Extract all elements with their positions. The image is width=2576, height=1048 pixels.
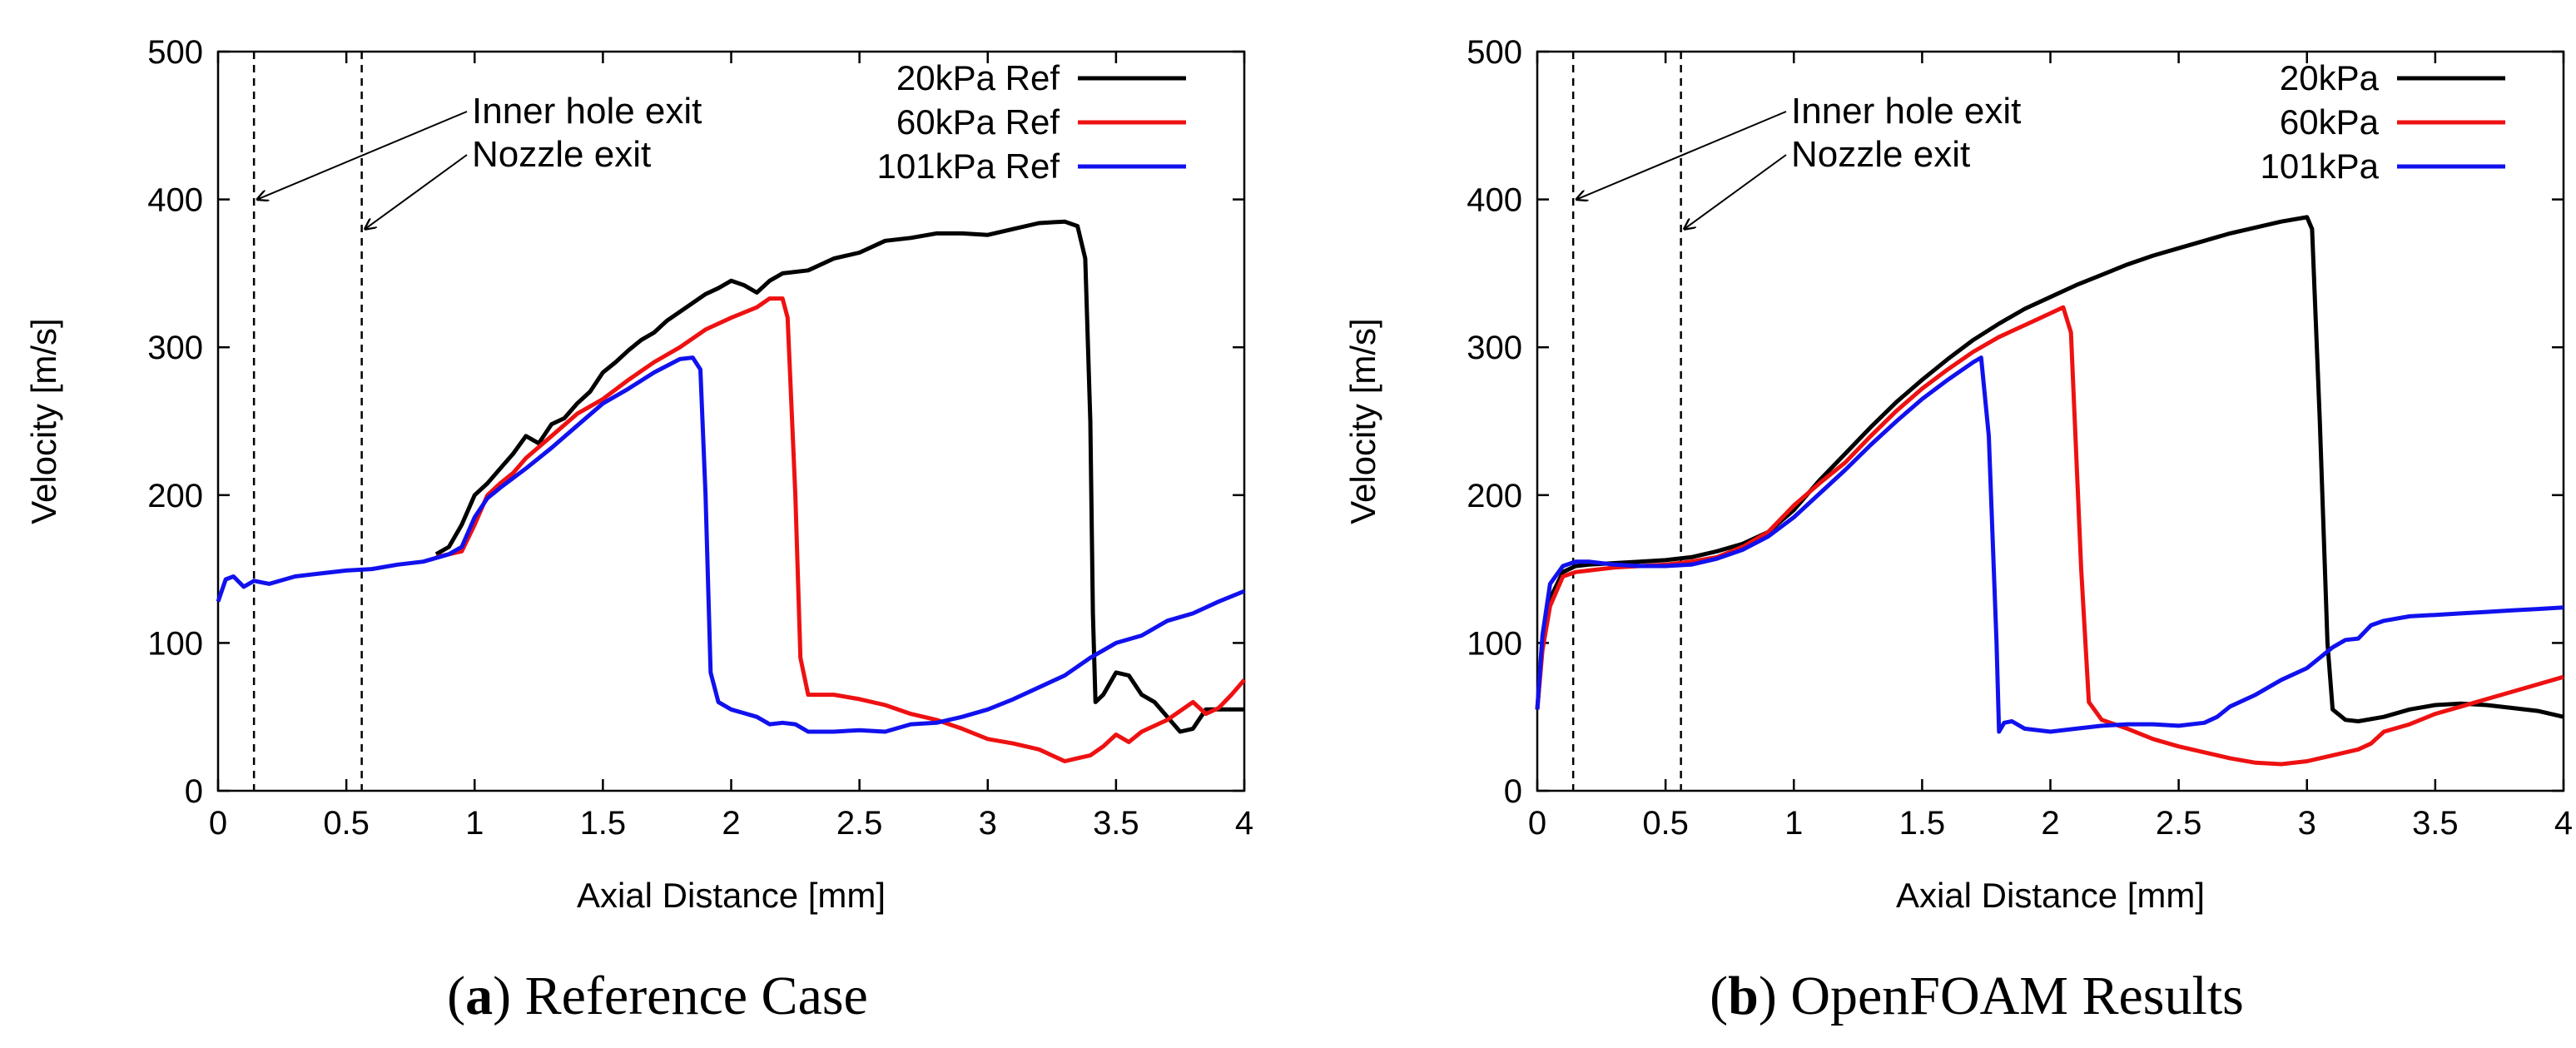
legend-label: 60kPa Ref — [896, 102, 1060, 142]
x-tick-label: 3.5 — [1093, 805, 1139, 842]
caption-letter: b — [1728, 966, 1759, 1026]
y-tick-label: 0 — [1504, 773, 1522, 810]
x-tick-label: 4 — [2554, 805, 2573, 842]
caption-paren-open: ( — [1710, 966, 1728, 1026]
x-axis-title: Axial Distance [mm] — [1896, 876, 2205, 915]
caption-text: ) OpenFOAM Results — [1759, 966, 2244, 1026]
y-tick-label: 300 — [1467, 330, 1522, 366]
x-tick-label: 3.5 — [2412, 805, 2459, 842]
series-line-3 — [216, 355, 1245, 734]
y-tick-label: 400 — [147, 182, 203, 219]
panel-b: 0 100 200 300 400 500 0 0.5 1 1.5 2 2.5 3 3.5 4 Axial D… — [1343, 34, 2573, 1026]
x-tick-label: 0 — [1528, 805, 1546, 842]
x-tick-label: 4 — [1235, 805, 1253, 842]
y-tick-label: 500 — [1467, 34, 1522, 71]
series-line-1 — [434, 219, 1244, 734]
x-tick-label: 1.5 — [580, 805, 627, 842]
x-tick-label: 2 — [722, 805, 740, 842]
series-line-2 — [1535, 305, 2564, 767]
y-tick-label: 500 — [147, 34, 203, 71]
annotation-arrow — [1685, 154, 1787, 229]
caption-letter: a — [465, 966, 493, 1026]
legend-label: 60kPa — [2280, 102, 2380, 142]
annotation-label: Inner hole exit — [1791, 91, 2021, 132]
x-tick-label: 3 — [979, 805, 997, 842]
x-tick-label: 3 — [2298, 805, 2316, 842]
legend-label: 101kPa — [2261, 147, 2380, 186]
panel-caption: (b) OpenFOAM Results — [1710, 966, 2244, 1026]
legend-label: 20kPa — [2280, 58, 2380, 97]
caption-paren-open: ( — [447, 966, 465, 1026]
annotation-label: Nozzle exit — [1791, 134, 1970, 175]
x-tick-label: 1 — [1784, 805, 1803, 842]
y-tick-label: 100 — [1467, 625, 1522, 662]
series-line-1 — [1535, 215, 2564, 723]
x-tick-label: 0 — [209, 805, 227, 842]
y-tick-label: 200 — [147, 478, 203, 514]
annotation-arrow — [257, 111, 468, 200]
x-tick-label: 2 — [2041, 805, 2059, 842]
panel-caption: (a) Reference Case — [447, 966, 868, 1026]
y-tick-label: 0 — [185, 773, 203, 810]
y-tick-label: 300 — [147, 330, 203, 366]
x-axis-title: Axial Distance [mm] — [577, 876, 886, 915]
series-line-2 — [435, 296, 1246, 763]
x-tick-label: 1 — [465, 805, 484, 842]
legend-label: 101kPa Ref — [877, 147, 1060, 186]
annotation-label: Nozzle exit — [472, 134, 651, 175]
y-tick-label: 400 — [1467, 182, 1522, 219]
plot-frame — [1536, 50, 2565, 792]
x-tick-label: 2.5 — [2156, 805, 2202, 842]
legend-label: 20kPa Ref — [896, 58, 1060, 97]
panel-a: 0 100 200 300 400 500 0 0.5 1 1.5 2 2.5 3 3.5 4 Axial D… — [24, 34, 1253, 1026]
annotation-arrow — [365, 154, 468, 229]
x-tick-label: 0.5 — [323, 805, 370, 842]
x-tick-label: 1.5 — [1899, 805, 1946, 842]
y-axis-title: Velocity [m/s] — [1343, 318, 1382, 524]
x-tick-label: 2.5 — [836, 805, 883, 842]
y-axis-title: Velocity [m/s] — [24, 318, 63, 524]
y-tick-label: 200 — [1467, 478, 1522, 514]
y-tick-label: 100 — [147, 625, 203, 662]
annotation-label: Inner hole exit — [472, 91, 702, 132]
series-line-3 — [1535, 355, 2564, 734]
caption-text: ) Reference Case — [493, 966, 868, 1026]
x-tick-label: 0.5 — [1642, 805, 1689, 842]
annotation-arrow — [1576, 111, 1787, 200]
